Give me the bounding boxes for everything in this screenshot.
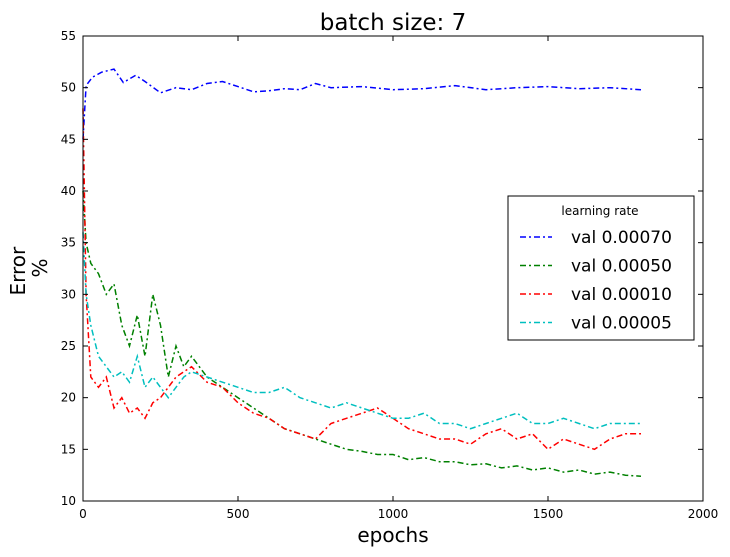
x-tick-label: 2000 [688, 507, 719, 521]
x-axis-label: epochs [357, 523, 428, 547]
y-tick-label: 20 [61, 391, 76, 405]
x-tick-label: 1500 [533, 507, 564, 521]
legend-title: learning rate [561, 204, 638, 218]
y-tick-label: 40 [61, 184, 76, 198]
y-tick-label: 50 [61, 81, 76, 95]
y-axis-label-line-1: Error [6, 246, 30, 296]
legend-label-2: val 0.00050 [571, 257, 672, 277]
y-axis: 10 15 20 25 30 35 40 45 50 55 [61, 29, 703, 508]
y-tick-label: 45 [61, 132, 76, 146]
x-tick-label: 1000 [378, 507, 409, 521]
series-line-1 [82, 68, 642, 140]
y-axis-label: Error % [6, 240, 52, 295]
y-tick-label: 10 [61, 494, 76, 508]
series-line-4 [82, 232, 641, 430]
x-tick-label: 0 [79, 507, 87, 521]
series-layer [82, 68, 642, 477]
x-tick-label: 500 [227, 507, 250, 521]
legend-label-1: val 0.00070 [571, 228, 672, 248]
series-line-3 [82, 108, 641, 451]
legend-label-4: val 0.00005 [571, 314, 672, 334]
y-tick-label: 30 [61, 287, 76, 301]
y-tick-label: 55 [61, 29, 76, 43]
y-tick-label: 25 [61, 339, 76, 353]
y-tick-label: 35 [61, 236, 76, 250]
series-line-2 [82, 190, 642, 477]
y-tick-label: 15 [61, 442, 76, 456]
y-axis-label-line-2: % [28, 258, 52, 277]
x-axis: 0 500 1000 1500 2000 [79, 36, 718, 521]
legend-entries: val 0.00070 val 0.00050 val 0.00010 val 0.0… [520, 228, 672, 334]
legend-box [507, 195, 695, 341]
legend-label-3: val 0.00010 [571, 285, 672, 305]
chart-title: batch size: 7 [320, 10, 467, 36]
